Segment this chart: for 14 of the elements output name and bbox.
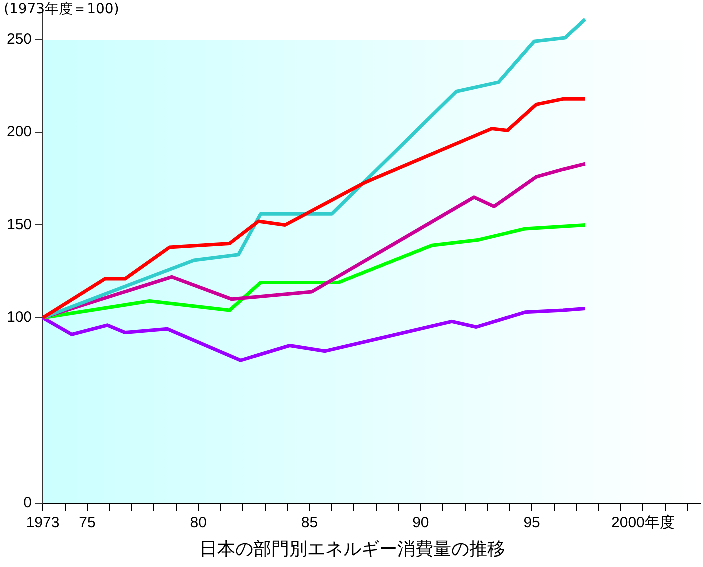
y-tick-label: 0	[24, 494, 32, 512]
y-tick-label: 150	[6, 216, 32, 234]
y-tick-label: 200	[6, 124, 32, 141]
y-tick-label: 250	[6, 30, 32, 48]
x-tick-label: 2000年度	[612, 514, 675, 532]
x-tick-label: 95	[524, 514, 540, 532]
x-tick-label: 1973	[26, 514, 60, 532]
y-tick-label: 100	[6, 309, 32, 326]
x-tick-label: 80	[190, 514, 207, 532]
y-axis-title: (1973年度＝100)	[4, 2, 120, 18]
x-tick-label: 85	[301, 514, 318, 532]
text: 日本の部門別エネルギー消費量の推移	[200, 538, 506, 560]
x-tick-label: 90	[412, 514, 430, 532]
x-tick-label: 75	[79, 514, 96, 532]
